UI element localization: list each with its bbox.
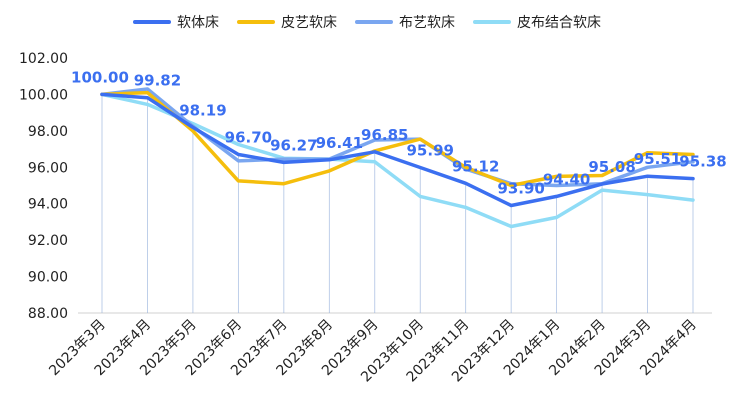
- data-label: 95.38: [679, 153, 726, 171]
- legend-label: 布艺软床: [399, 15, 455, 31]
- data-label: 96.85: [361, 126, 408, 144]
- series-line: [100, 92, 695, 208]
- y-tick-label: 92.00: [28, 233, 68, 249]
- y-tick-label: 94.00: [28, 197, 68, 213]
- legend-swatch: [355, 20, 393, 24]
- legend-label: 皮艺软床: [281, 15, 337, 31]
- legend-item: 软体床: [133, 12, 219, 32]
- legend-item: 布艺软床: [355, 12, 455, 32]
- y-tick-label: 90.00: [28, 270, 68, 286]
- data-label: 98.19: [179, 101, 226, 119]
- data-label: 99.82: [134, 72, 181, 90]
- data-label: 96.70: [225, 129, 272, 147]
- legend-item: 皮艺软床: [237, 12, 337, 32]
- legend: 软体床 皮艺软床 布艺软床 皮布结合软床: [0, 12, 734, 32]
- data-label: 96.27: [270, 136, 317, 154]
- data-label: 95.51: [634, 150, 681, 168]
- data-label: 94.40: [543, 170, 590, 188]
- data-label: 95.12: [452, 157, 499, 175]
- data-label: 95.99: [407, 141, 454, 159]
- y-tick-label: 102.00: [19, 51, 68, 67]
- series-line: [100, 90, 695, 188]
- y-tick-label: 100.00: [19, 87, 68, 103]
- data-label: 96.41: [316, 134, 363, 152]
- data-label: 93.90: [497, 180, 544, 198]
- y-tick-label: 88.00: [28, 306, 68, 322]
- legend-label: 皮布结合软床: [517, 15, 601, 31]
- legend-swatch: [133, 20, 171, 24]
- y-tick-label: 98.00: [28, 124, 68, 140]
- y-tick-label: 96.00: [28, 160, 68, 176]
- legend-item: 皮布结合软床: [473, 12, 601, 32]
- series-line: [100, 92, 695, 229]
- data-label: 95.08: [588, 158, 635, 176]
- data-label: 100.00: [71, 68, 129, 86]
- legend-swatch: [237, 20, 275, 24]
- legend-swatch: [473, 20, 511, 24]
- legend-label: 软体床: [177, 15, 219, 31]
